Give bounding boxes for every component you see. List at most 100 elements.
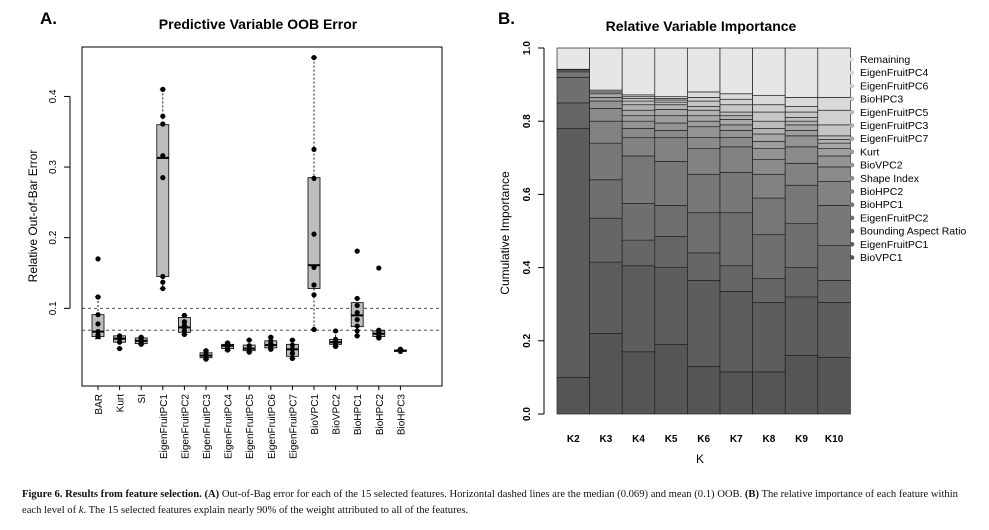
- bar-segment: [687, 252, 721, 281]
- bar-segment: [784, 97, 819, 107]
- box-point: [160, 175, 166, 181]
- box-point: [333, 328, 339, 334]
- bar-segment: [621, 351, 656, 415]
- panel-b-y-tick-label: 0.6: [522, 187, 533, 201]
- panel-a-x-tick-label: BioHPC1: [353, 394, 364, 436]
- bar-segment: [687, 120, 721, 128]
- bar-segment: [817, 109, 851, 126]
- bar-segment: [784, 120, 819, 126]
- bar-segment: [752, 95, 786, 106]
- box-point: [311, 326, 317, 333]
- bar-segment: [654, 267, 688, 345]
- bar-segment: [556, 71, 590, 78]
- panel-a-x-tick-label: EigenFruitPC6: [267, 394, 278, 459]
- bar-segment: [621, 128, 656, 139]
- bar-segment: [621, 47, 656, 96]
- panel-a-x-tick-label: BioVPC1: [310, 394, 321, 435]
- box-point: [160, 121, 166, 127]
- panel-a-x-tick-label: BioHPC3: [396, 394, 407, 436]
- bar-segment: [654, 137, 688, 162]
- bar-segment: [654, 161, 688, 206]
- box-point: [289, 346, 295, 352]
- caption-part-a-text-3: ) OOB.: [711, 489, 743, 500]
- legend-entry: Kurt: [860, 146, 879, 158]
- bar-segment: [589, 108, 623, 122]
- bar-segment: [719, 265, 753, 292]
- bar-segment: [719, 93, 753, 100]
- boxplot-SI: [134, 334, 148, 347]
- box-point: [311, 292, 317, 298]
- panel-b-x-tick-labels: K2 K3 K4 K5 K6 K7 K8 K9 K10: [567, 434, 844, 445]
- bar-segment: [817, 356, 851, 415]
- panel-b-y-tick-label: 1.0: [522, 41, 533, 55]
- bar-segment: [687, 47, 721, 93]
- bar-segment: [784, 111, 819, 118]
- legend-marker: [849, 202, 855, 207]
- boxplot-EigenFruitPC1: [156, 86, 170, 292]
- legend-entry: BioHPC1: [860, 199, 903, 211]
- bar-segment: [752, 159, 786, 175]
- bar-segment: [654, 47, 688, 98]
- bar-segment: [687, 91, 721, 98]
- bar-segment: [654, 236, 688, 268]
- bar-segment: [784, 355, 819, 415]
- bar-segment: [589, 97, 623, 102]
- caption-figure-label: Figure 6.: [22, 489, 63, 500]
- boxplot-EigenFruitPC6: [264, 334, 278, 352]
- legend-entry: Remaining: [860, 54, 910, 66]
- box-point: [246, 337, 252, 343]
- panel-a-x-tick-label: EigenFruitPC1: [159, 394, 170, 459]
- panel-a-x-tick-label: EigenFruitPC4: [224, 394, 235, 459]
- box-point: [160, 279, 166, 285]
- bar-segment: [719, 146, 753, 173]
- bar-segment: [556, 377, 590, 415]
- bar-segment: [719, 371, 753, 415]
- bar-segment: [687, 366, 721, 415]
- panel-b-x-tick-label: K2: [567, 434, 580, 445]
- box-point: [160, 86, 166, 92]
- bar-segment: [784, 146, 819, 164]
- bar-segment: [817, 205, 851, 246]
- bar-segment: [752, 111, 786, 122]
- box-point: [354, 323, 360, 329]
- bar-segment: [654, 122, 688, 131]
- bar-segment: [817, 302, 851, 358]
- bar-segment: [621, 203, 656, 241]
- boxplot-EigenFruitPC2: [177, 312, 191, 338]
- box-point: [376, 335, 382, 341]
- caption-part-a-text-1: Out-of-Bag error for each of the 15 sele…: [221, 489, 621, 500]
- boxplot-EigenFruitPC3: [199, 348, 213, 362]
- stacked-bar-K5: [654, 47, 688, 415]
- boxplot-Kurt: [113, 333, 126, 352]
- bar-segment: [621, 100, 656, 106]
- panel-a-x-tick-label: BioVPC2: [332, 394, 343, 435]
- box-point: [117, 345, 123, 352]
- bar-segment: [817, 181, 851, 206]
- box-point: [333, 343, 339, 350]
- boxplot-EigenFruitPC5: [242, 337, 256, 355]
- bar-segment: [784, 130, 819, 137]
- boxplot-EigenFruitPC4: [221, 340, 235, 353]
- panel-a-x-tick-label: BAR: [94, 394, 105, 415]
- bar-segment: [589, 120, 623, 144]
- bar-segment: [556, 76, 590, 104]
- boxplot-EigenFruitPC7: [285, 337, 299, 362]
- panel-b-title: Relative Variable Importance: [606, 18, 797, 34]
- bar-segment: [589, 261, 623, 334]
- panel-a-y-tick-label: 0.2: [48, 230, 59, 244]
- stacked-bar-K6: [687, 47, 721, 415]
- legend-entry: EigenFruitPC1: [860, 239, 928, 251]
- legend-marker: [849, 228, 855, 234]
- legend-marker: [849, 149, 855, 155]
- bar-segment: [817, 155, 851, 168]
- bar-segment: [621, 120, 656, 129]
- bar-segment: [687, 100, 721, 107]
- bar-segment: [784, 223, 819, 268]
- bar-segment: [589, 100, 623, 109]
- bar-segment: [719, 111, 753, 117]
- legend-entry: Shape Index: [860, 173, 920, 185]
- box-point: [160, 153, 166, 159]
- bar-segment: [719, 47, 753, 95]
- panel-a-x-tick-label: SI: [137, 394, 148, 403]
